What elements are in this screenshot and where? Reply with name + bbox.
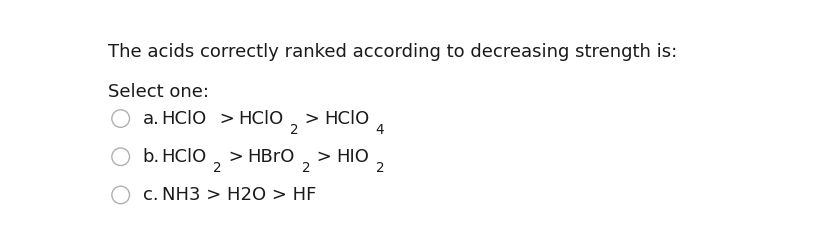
Text: 2: 2 bbox=[213, 161, 222, 175]
Text: 2: 2 bbox=[290, 123, 299, 137]
Text: >: > bbox=[223, 148, 249, 166]
Text: HClO: HClO bbox=[324, 110, 369, 127]
Text: HIO: HIO bbox=[336, 148, 369, 166]
Text: HClO: HClO bbox=[239, 110, 284, 127]
Text: a.: a. bbox=[142, 110, 160, 127]
Text: >: > bbox=[311, 148, 338, 166]
Text: 4: 4 bbox=[375, 123, 383, 137]
Text: The acids correctly ranked according to decreasing strength is:: The acids correctly ranked according to … bbox=[108, 43, 677, 61]
Text: 2: 2 bbox=[302, 161, 310, 175]
Text: >: > bbox=[300, 110, 326, 127]
Text: Select one:: Select one: bbox=[108, 83, 209, 101]
Text: 2: 2 bbox=[376, 161, 385, 175]
Text: HBrO: HBrO bbox=[247, 148, 295, 166]
Text: >: > bbox=[214, 110, 241, 127]
Text: b.: b. bbox=[142, 148, 160, 166]
Text: HClO: HClO bbox=[162, 148, 207, 166]
Text: c.: c. bbox=[142, 186, 159, 204]
Text: NH3 > H2O > HF: NH3 > H2O > HF bbox=[162, 186, 316, 204]
Text: HClO: HClO bbox=[162, 110, 207, 127]
